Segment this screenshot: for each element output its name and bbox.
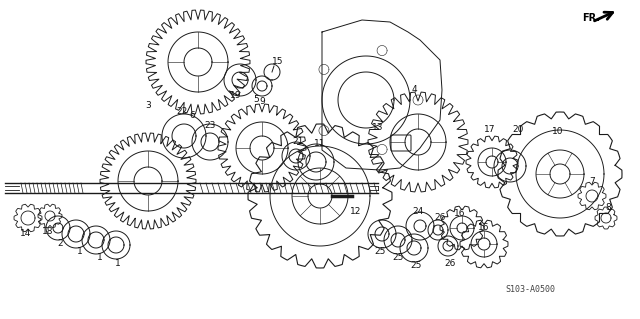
Text: 25: 25 (374, 248, 386, 256)
Text: FR.: FR. (582, 13, 600, 23)
Text: 26: 26 (435, 213, 445, 222)
Text: 19: 19 (230, 92, 242, 100)
Text: 25: 25 (410, 261, 422, 270)
Text: 6: 6 (189, 112, 195, 121)
Text: 3: 3 (145, 101, 151, 110)
Text: 16: 16 (454, 210, 466, 219)
Text: 1: 1 (97, 254, 103, 263)
Text: 14: 14 (20, 229, 32, 239)
Text: S103-A0500: S103-A0500 (505, 286, 555, 294)
Text: 1: 1 (77, 248, 83, 256)
Text: 20: 20 (512, 125, 524, 135)
Text: 11: 11 (314, 139, 326, 149)
Text: 24: 24 (412, 207, 424, 217)
Text: 23: 23 (204, 122, 216, 130)
Text: 26: 26 (444, 259, 456, 269)
Text: 2: 2 (57, 240, 63, 249)
Text: 5: 5 (253, 95, 259, 105)
Text: 22: 22 (177, 108, 188, 116)
Text: 18: 18 (42, 227, 54, 236)
Text: 1: 1 (115, 258, 121, 268)
Text: 12: 12 (350, 207, 362, 217)
Text: 8: 8 (605, 204, 611, 212)
Text: 16: 16 (478, 224, 490, 233)
Text: 21: 21 (292, 137, 304, 146)
Text: 10: 10 (552, 128, 564, 137)
Text: 13: 13 (372, 123, 384, 132)
Text: 17: 17 (484, 125, 496, 135)
Text: 15: 15 (272, 57, 284, 66)
Text: 4: 4 (411, 85, 417, 94)
Text: 25: 25 (392, 254, 404, 263)
Text: 9: 9 (259, 98, 265, 107)
Text: 7: 7 (589, 177, 595, 187)
